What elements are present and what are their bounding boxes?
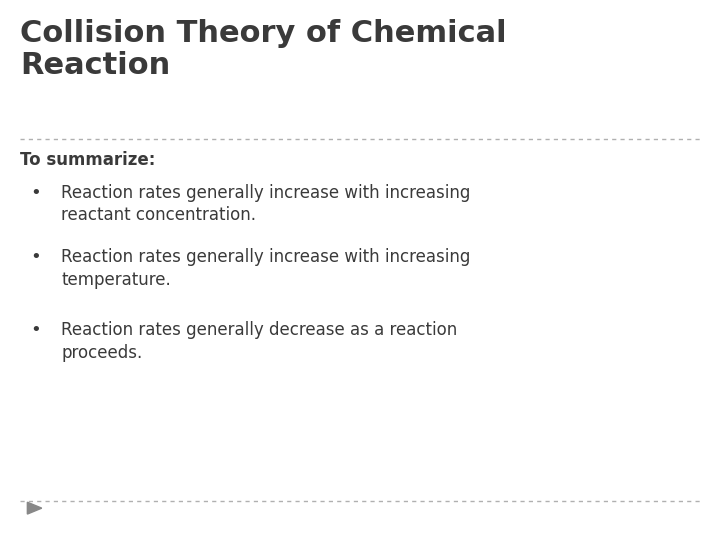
Text: •: • — [30, 321, 41, 339]
Text: Collision Theory of Chemical
Reaction: Collision Theory of Chemical Reaction — [20, 19, 507, 80]
Text: Reaction rates generally increase with increasing
reactant concentration.: Reaction rates generally increase with i… — [61, 184, 471, 225]
Text: •: • — [30, 184, 41, 201]
Text: To summarize:: To summarize: — [20, 151, 156, 169]
Text: •: • — [30, 248, 41, 266]
Text: Reaction rates generally decrease as a reaction
proceeds.: Reaction rates generally decrease as a r… — [61, 321, 457, 362]
Polygon shape — [27, 502, 42, 514]
Text: Reaction rates generally increase with increasing
temperature.: Reaction rates generally increase with i… — [61, 248, 471, 289]
